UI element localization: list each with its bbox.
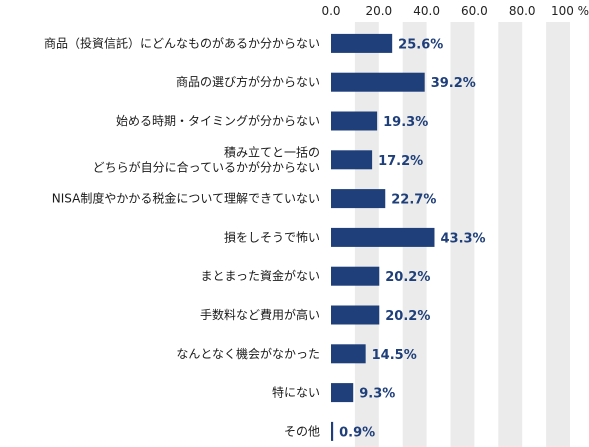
value-label: 25.6% [398, 37, 443, 52]
bar [331, 305, 380, 325]
x-tick-label: 60.0 [461, 4, 488, 18]
value-label: 17.2% [378, 154, 423, 169]
x-axis-ticks: 0.0 20.0 40.0 60.0 80.0 100 % [321, 4, 589, 18]
category-label: 手数料など費用が高い [200, 307, 320, 322]
bars [331, 33, 435, 441]
value-label: 39.2% [431, 76, 476, 91]
x-tick-label: 0.0 [321, 4, 340, 18]
value-labels: 25.6% 39.2% 19.3% 17.2% 22.7% 43.3% 20.2% 20.2%… [339, 37, 485, 440]
category-labels: 商品（投資信託）にどんなものがあるか分からない商品の選び方が分からない始める時期… [44, 35, 320, 438]
x-tick-label: 20.0 [365, 4, 392, 18]
category-label: どちらが自分に合っているかが分からない [93, 159, 320, 174]
category-label: その他 [284, 424, 320, 438]
grid-band [546, 22, 570, 447]
bar [331, 111, 378, 131]
grid-band [498, 22, 523, 447]
value-label: 43.3% [440, 231, 485, 246]
category-label: まとまった資金がない [200, 268, 320, 283]
category-label: 特にない [272, 385, 320, 400]
bar [331, 72, 425, 92]
x-tick-label: 80.0 [509, 4, 536, 18]
bar [331, 383, 354, 403]
value-label: 9.3% [359, 387, 395, 402]
category-label: 始める時期・タイミングが分からない [116, 113, 320, 128]
bar [331, 344, 366, 364]
bar [331, 227, 435, 247]
value-label: 14.5% [372, 348, 417, 363]
bar [331, 189, 386, 209]
grid-bands [354, 22, 570, 447]
x-tick-label: 100 % [551, 4, 589, 18]
category-label: NISA制度やかかる税金について理解できていない [52, 191, 320, 206]
bar [331, 150, 373, 170]
category-label: 損をしそうで怖い [224, 229, 320, 244]
value-label: 20.2% [385, 270, 430, 285]
bar [331, 266, 380, 286]
category-label: 積み立てと一括の [224, 144, 320, 159]
category-label: なんとなく機会がなかった [176, 346, 320, 361]
category-label: 商品の選び方が分からない [176, 74, 320, 89]
value-label: 19.3% [383, 115, 428, 130]
value-label: 20.2% [385, 309, 430, 324]
bar [331, 33, 393, 53]
value-label: 0.9% [339, 425, 375, 440]
value-label: 22.7% [391, 193, 436, 208]
grid-band [450, 22, 475, 447]
x-tick-label: 40.0 [413, 4, 440, 18]
category-label: 商品（投資信託）にどんなものがあるか分からない [44, 35, 320, 50]
bar [331, 421, 334, 441]
